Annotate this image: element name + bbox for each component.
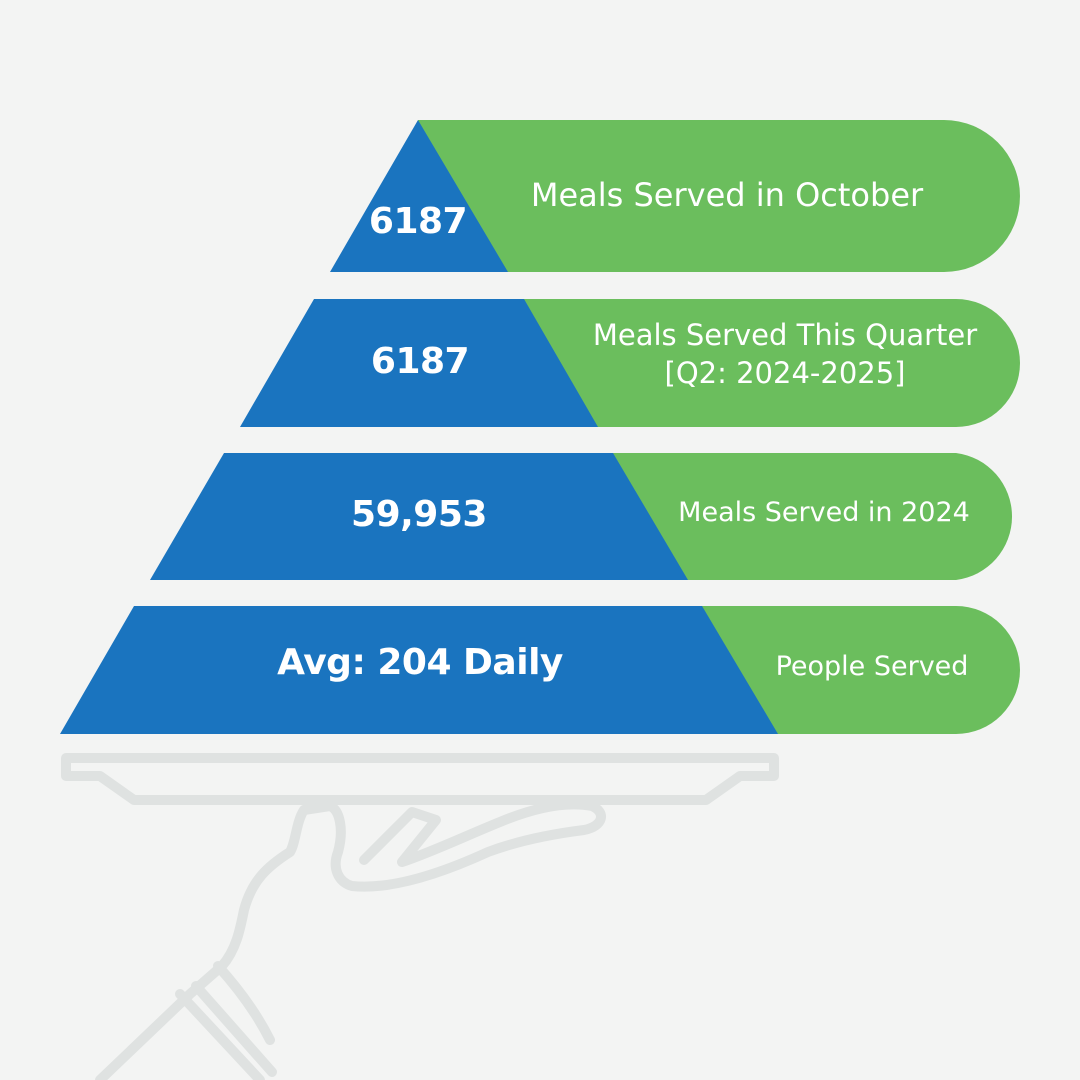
tier-1-green-band bbox=[418, 120, 1020, 272]
tier-2-label: Meals Served This Quarter [Q2: 2024-2025… bbox=[560, 317, 1010, 392]
tier-3-label: Meals Served in 2024 bbox=[678, 497, 970, 528]
tier-2-label-line2: [Q2: 2024-2025] bbox=[664, 355, 906, 390]
serving-hand-icon bbox=[61, 753, 779, 1080]
tier-4-label: People Served bbox=[775, 651, 969, 682]
tier-2-value: 6187 bbox=[370, 341, 470, 382]
tier-1-value: 6187 bbox=[368, 201, 468, 242]
wrist-outline bbox=[175, 989, 265, 1080]
tier-1-blue-triangle bbox=[330, 120, 508, 272]
tray-outline bbox=[61, 753, 779, 805]
tier-3-value: 59,953 bbox=[351, 494, 487, 535]
tier-2-blue-trapezoid bbox=[240, 299, 598, 427]
cuff-outline bbox=[191, 961, 277, 1077]
tier-4-value: Avg: 204 Daily bbox=[277, 642, 563, 683]
hand-outline bbox=[95, 799, 606, 1080]
tier-4-blue-trapezoid bbox=[60, 606, 778, 734]
tier-2-label-line1: Meals Served This Quarter bbox=[592, 318, 978, 352]
tier-1-label: Meals Served in October bbox=[530, 176, 924, 214]
tier-3-blue-trapezoid bbox=[150, 453, 688, 580]
